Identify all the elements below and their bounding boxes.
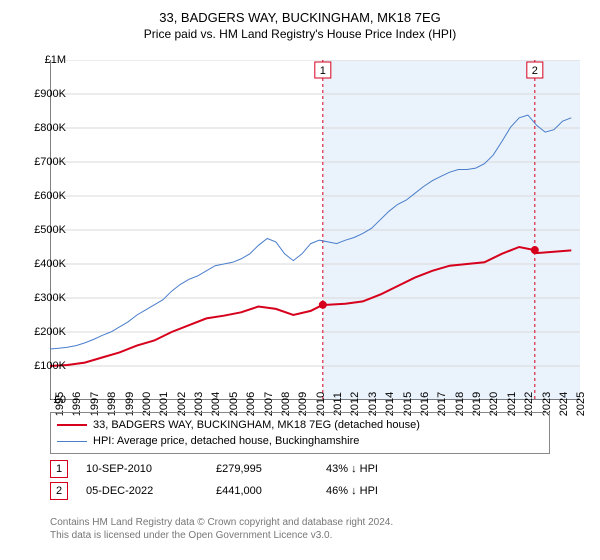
- chart-subtitle: Price paid vs. HM Land Registry's House …: [0, 27, 600, 41]
- y-tick-label: £200K: [34, 326, 66, 338]
- y-tick-label: £300K: [34, 292, 66, 304]
- event-price: £279,995: [216, 463, 326, 475]
- event-delta: 46% ↓ HPI: [326, 485, 466, 497]
- footer-line-2: This data is licensed under the Open Gov…: [50, 529, 580, 542]
- x-tick-label: 2024: [558, 392, 570, 416]
- legend-row: 33, BADGERS WAY, BUCKINGHAM, MK18 7EG (d…: [57, 417, 543, 433]
- legend-label: 33, BADGERS WAY, BUCKINGHAM, MK18 7EG (d…: [93, 419, 420, 431]
- page: 33, BADGERS WAY, BUCKINGHAM, MK18 7EG Pr…: [0, 0, 600, 560]
- event-row: 1 10-SEP-2010£279,99543% ↓ HPI: [50, 458, 580, 480]
- event-delta: 43% ↓ HPI: [326, 463, 466, 475]
- plot-area: 12: [50, 60, 580, 400]
- event-badge: 2: [50, 482, 68, 500]
- footer-line-1: Contains HM Land Registry data © Crown c…: [50, 516, 580, 529]
- footer-attribution: Contains HM Land Registry data © Crown c…: [50, 516, 580, 542]
- chart-svg: 12: [50, 60, 580, 400]
- svg-text:1: 1: [320, 65, 326, 77]
- event-date: 05-DEC-2022: [86, 485, 216, 497]
- y-tick-label: £400K: [34, 258, 66, 270]
- legend-label: HPI: Average price, detached house, Buck…: [93, 435, 359, 447]
- y-tick-label: £1M: [45, 54, 66, 66]
- event-badge: 1: [50, 460, 68, 478]
- legend-row: HPI: Average price, detached house, Buck…: [57, 433, 543, 449]
- y-tick-label: £900K: [34, 88, 66, 100]
- legend-swatch: [57, 424, 87, 426]
- y-tick-label: £500K: [34, 224, 66, 236]
- chart-title: 33, BADGERS WAY, BUCKINGHAM, MK18 7EG: [0, 0, 600, 25]
- svg-text:2: 2: [532, 65, 538, 77]
- event-price: £441,000: [216, 485, 326, 497]
- event-row: 2 05-DEC-2022£441,00046% ↓ HPI: [50, 480, 580, 502]
- y-tick-label: £800K: [34, 122, 66, 134]
- y-tick-label: £700K: [34, 156, 66, 168]
- y-tick-label: £100K: [34, 360, 66, 372]
- y-tick-label: £600K: [34, 190, 66, 202]
- event-date: 10-SEP-2010: [86, 463, 216, 475]
- x-tick-label: 2025: [575, 392, 587, 416]
- legend: 33, BADGERS WAY, BUCKINGHAM, MK18 7EG (d…: [50, 412, 550, 454]
- legend-swatch: [57, 441, 87, 442]
- events-table: 1 10-SEP-2010£279,99543% ↓ HPI 2 05-DEC-202…: [50, 458, 580, 502]
